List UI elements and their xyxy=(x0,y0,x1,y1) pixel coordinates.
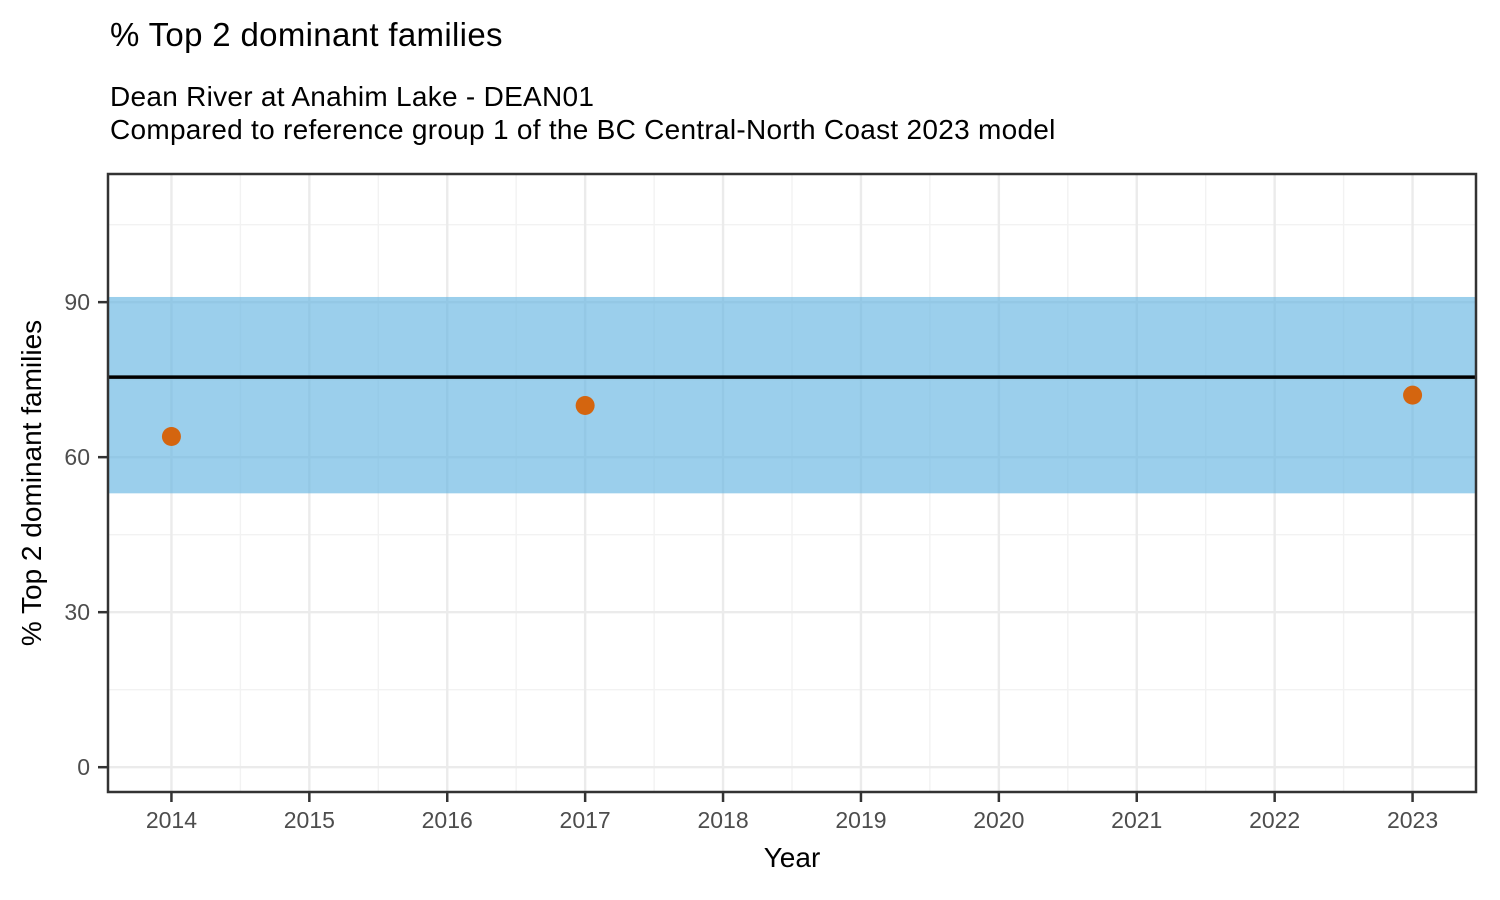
data-point-2017 xyxy=(575,395,595,415)
chart-title: % Top 2 dominant families xyxy=(110,16,503,53)
data-point-2023 xyxy=(1403,385,1423,405)
y-tick-label: 60 xyxy=(64,444,90,470)
x-tick-label: 2014 xyxy=(146,807,197,833)
x-tick-label: 2023 xyxy=(1387,807,1438,833)
x-tick-label: 2019 xyxy=(835,807,886,833)
panel-border xyxy=(106,172,1478,794)
chart-subtitle-line-2: Compared to reference group 1 of the BC … xyxy=(110,114,1056,146)
chart-subtitle: Dean River at Anahim Lake - DEAN01 Compa… xyxy=(110,80,1056,146)
x-tick-label: 2017 xyxy=(560,807,611,833)
x-tick-label: 2022 xyxy=(1249,807,1300,833)
data-point-2014 xyxy=(161,426,181,446)
chart-subtitle-line-1: Dean River at Anahim Lake - DEAN01 xyxy=(110,81,595,112)
x-tick-label: 2021 xyxy=(1111,807,1162,833)
y-tick-label: 30 xyxy=(64,599,90,625)
x-axis-title: Year xyxy=(763,842,821,873)
y-tick-label: 90 xyxy=(64,289,90,315)
x-tick-label: 2020 xyxy=(973,807,1024,833)
y-tick-label: 0 xyxy=(77,754,90,780)
x-tick-label: 2015 xyxy=(284,807,335,833)
x-tick-label: 2018 xyxy=(697,807,748,833)
x-tick-label: 2016 xyxy=(422,807,473,833)
reference-band xyxy=(108,296,1476,494)
